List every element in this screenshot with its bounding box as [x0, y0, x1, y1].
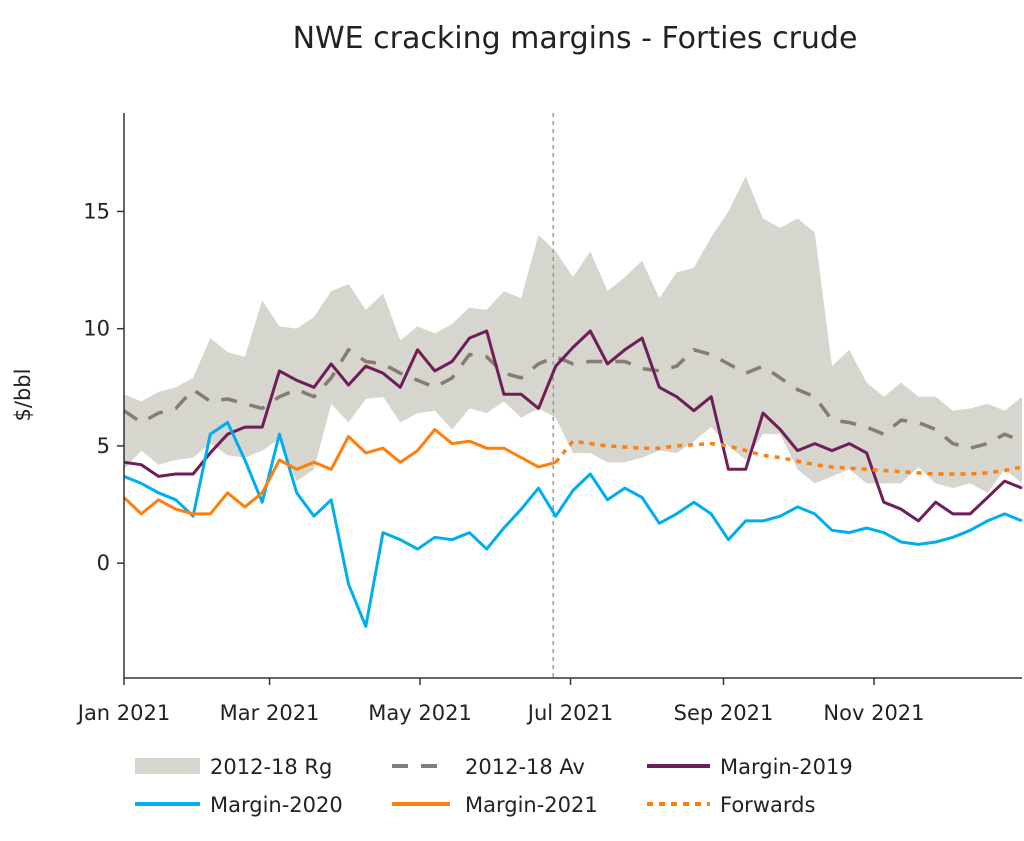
- legend-label-range: 2012-18 Rg: [210, 755, 332, 779]
- y-tick-label: 5: [97, 434, 110, 458]
- range-band: [124, 176, 1022, 493]
- series-line-margin-2019: [123, 329, 1023, 523]
- x-tick-label: May 2021: [368, 701, 472, 725]
- plot-area: [122, 113, 1023, 678]
- legend-label-margin-2019: Margin-2019: [720, 755, 853, 779]
- series-line-forwards: [554, 439, 1023, 476]
- y-axis-label: $/bbl: [11, 369, 35, 422]
- legend: 2012-18 Rg 2012-18 Av Margin-2019 Margin…: [135, 755, 853, 817]
- x-tick-label: Nov 2021: [823, 701, 924, 725]
- series-line-2012-18-av: [123, 348, 1023, 450]
- y-tick-label: 0: [97, 551, 110, 575]
- legend-swatch-range: [135, 758, 200, 774]
- legend-label-average: 2012-18 Av: [465, 755, 585, 779]
- x-tick-label: Jan 2021: [76, 701, 171, 725]
- y-tick-label: 10: [83, 317, 110, 341]
- legend-label-forwards: Forwards: [720, 793, 815, 817]
- x-tick-label: Mar 2021: [220, 701, 320, 725]
- axes: 0 5 10 15 Jan 2021 Mar 2021 May 2021 Jul 2021 Se…: [76, 113, 1022, 725]
- y-tick-label: 15: [83, 199, 110, 223]
- x-tick-label: Sep 2021: [674, 701, 774, 725]
- series-line-margin-2020: [123, 421, 1023, 628]
- chart-title: NWE cracking margins - Forties crude: [293, 21, 858, 56]
- legend-label-margin-2020: Margin-2020: [210, 793, 343, 817]
- series-line-margin-2021: [122, 428, 557, 516]
- x-tick-label: Jul 2021: [526, 701, 613, 725]
- legend-label-margin-2021: Margin-2021: [465, 793, 598, 817]
